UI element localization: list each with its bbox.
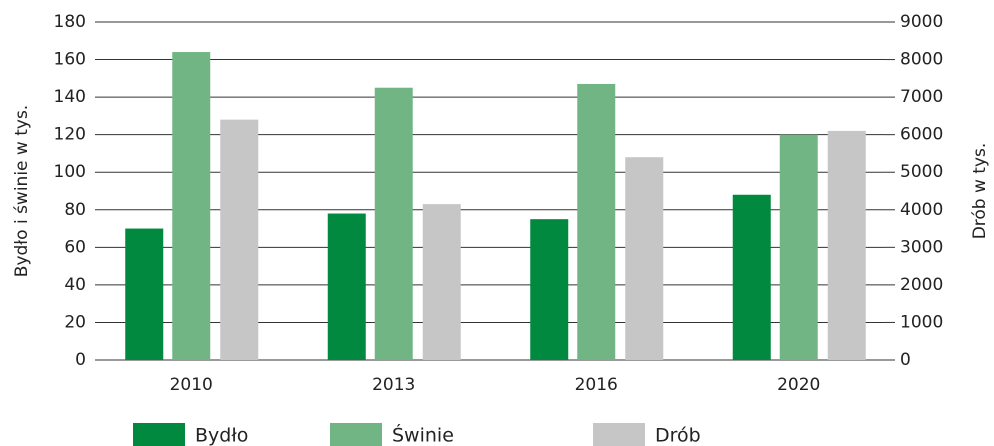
- legend-label: Bydło: [195, 425, 248, 446]
- x-tick-label: 2010: [170, 375, 213, 395]
- y2-tick-label: 2000: [900, 275, 943, 295]
- bar: [422, 204, 461, 360]
- y-tick-label: 60: [64, 237, 86, 257]
- bar: [374, 87, 413, 360]
- y-tick-label: 0: [75, 350, 86, 370]
- y2-tick-label: 5000: [900, 162, 943, 182]
- legend-swatch: [593, 423, 645, 446]
- y2-tick-label: 8000: [900, 50, 943, 70]
- legend-label: Świnie: [392, 423, 454, 446]
- y-tick-label: 80: [64, 200, 86, 220]
- legend-swatch: [330, 423, 382, 446]
- y-tick-label: 140: [54, 87, 86, 107]
- bar: [779, 134, 818, 360]
- y-tick-label: 40: [64, 275, 86, 295]
- y2-tick-label: 3000: [900, 237, 943, 257]
- y2-axis-title: Drób w tys.: [970, 143, 990, 240]
- y2-tick-label: 0: [900, 350, 911, 370]
- y2-tick-label: 1000: [900, 312, 943, 332]
- y2-tick-label: 7000: [900, 87, 943, 107]
- y2-tick-label: 4000: [900, 200, 943, 220]
- y-tick-label: 100: [54, 162, 86, 182]
- y-axis-title: Bydło i świnie w tys.: [12, 105, 32, 277]
- y2-tick-label: 9000: [900, 12, 943, 32]
- bar: [530, 219, 569, 360]
- y2-tick-label: 6000: [900, 125, 943, 145]
- y-tick-label: 120: [54, 125, 86, 145]
- bar: [125, 228, 164, 360]
- x-tick-label: 2016: [575, 375, 618, 395]
- bar: [732, 194, 771, 360]
- bar: [625, 157, 664, 360]
- bar: [327, 213, 366, 360]
- y-tick-label: 160: [54, 50, 86, 70]
- legend-swatch: [133, 423, 185, 446]
- bar: [220, 119, 259, 361]
- bar: [577, 83, 616, 360]
- legend-label: Drób: [655, 425, 701, 446]
- y-tick-label: 20: [64, 312, 86, 332]
- bar: [172, 52, 211, 361]
- y-tick-label: 180: [54, 12, 86, 32]
- x-tick-label: 2020: [777, 375, 820, 395]
- bar: [827, 130, 866, 360]
- x-tick-label: 2013: [372, 375, 415, 395]
